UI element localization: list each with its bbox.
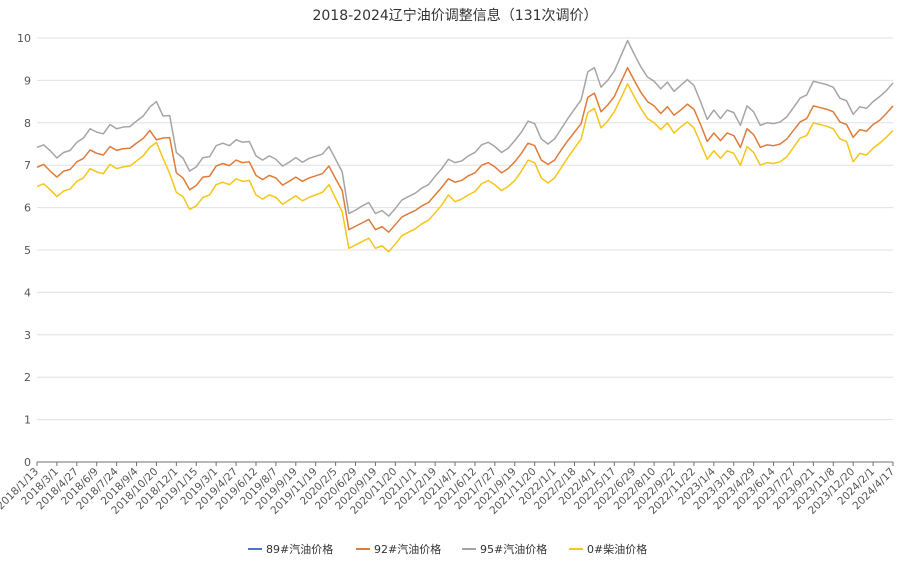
legend-swatch — [569, 548, 583, 550]
legend-label: 0#柴油价格 — [587, 543, 648, 556]
grid-lines — [37, 37, 893, 463]
y-tick-label: 2 — [24, 371, 31, 384]
y-tick-label: 9 — [24, 74, 31, 87]
y-tick-label: 8 — [24, 117, 31, 130]
legend: 89#汽油价格 92#汽油价格 95#汽油价格 0#柴油价格 — [0, 541, 910, 559]
x-axis: 2018/1/132018/3/12018/4/272018/6/92018/7… — [0, 462, 897, 517]
series-line-2 — [36, 39, 894, 217]
series-line-1 — [36, 66, 894, 233]
series-lines — [36, 39, 894, 253]
legend-swatch — [462, 548, 476, 550]
y-tick-label: 4 — [24, 286, 31, 299]
y-tick-label: 5 — [24, 244, 31, 257]
y-tick-label: 3 — [24, 329, 31, 342]
y-tick-label: 0 — [24, 456, 31, 469]
legend-label: 92#汽油价格 — [374, 543, 442, 556]
legend-item[interactable]: 89#汽油价格 — [248, 541, 333, 557]
y-tick-label: 1 — [24, 414, 31, 427]
y-tick-label: 6 — [24, 202, 31, 215]
legend-item[interactable]: 0#柴油价格 — [569, 541, 647, 557]
y-tick-label: 7 — [24, 159, 31, 172]
series-line-3 — [36, 83, 894, 253]
legend-swatch — [356, 548, 370, 550]
legend-swatch — [248, 548, 262, 550]
legend-item[interactable]: 95#汽油价格 — [462, 541, 547, 557]
legend-label: 95#汽油价格 — [480, 543, 548, 556]
y-tick-label: 10 — [17, 32, 31, 45]
legend-item[interactable]: 92#汽油价格 — [356, 541, 441, 557]
chart-title: 2018-2024辽宁油价调整信息（131次调价） — [312, 8, 598, 24]
y-axis: 0 1 2 3 4 5 6 7 8 9 10 — [17, 32, 31, 469]
legend-label: 89#汽油价格 — [266, 543, 334, 556]
